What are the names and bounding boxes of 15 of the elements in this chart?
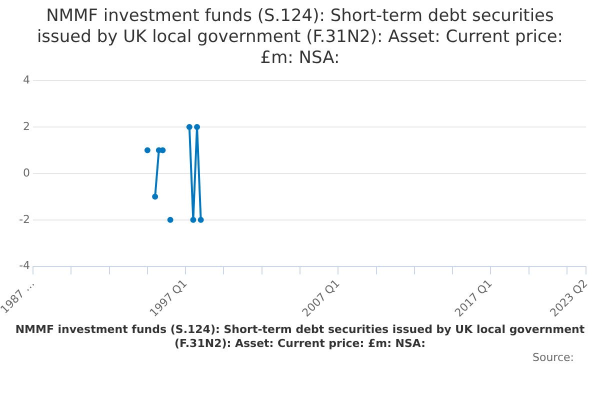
y-tick-label: 2 bbox=[23, 120, 30, 133]
point bbox=[152, 194, 158, 200]
x-axis-title: NMMF investment funds (S.124): Short-term debt securities issued by UK local government (F.31N2): Asset: Current price: £m: NSA: bbox=[14, 323, 586, 351]
point bbox=[167, 216, 174, 223]
point bbox=[186, 124, 192, 130]
point bbox=[144, 147, 150, 154]
y-tick-label: -2 bbox=[19, 212, 30, 226]
y-tick-label: 0 bbox=[23, 166, 30, 180]
chart-title: NMMF investment funds (S.124): Short-term debt securities issued by UK local government (F.31N2): Asset: Current price: £m: NSA: bbox=[36, 5, 564, 70]
point bbox=[190, 216, 196, 223]
source-note: Source: bbox=[532, 351, 575, 364]
y-tick-label: -4 bbox=[19, 259, 30, 272]
point bbox=[198, 216, 204, 223]
point bbox=[194, 124, 200, 130]
y-tick-label: 4 bbox=[23, 73, 30, 86]
